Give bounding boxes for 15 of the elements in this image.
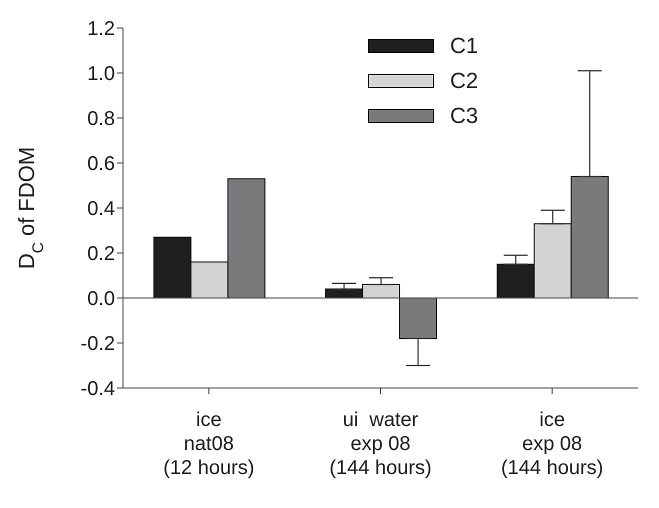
x-tick-label: ice exp 08 (144 hours) bbox=[501, 409, 604, 479]
y-tick-label: 0.8 bbox=[87, 108, 115, 130]
x-tick-label: ui water exp 08 (144 hours) bbox=[329, 409, 432, 479]
y-tick-label: 1.0 bbox=[87, 63, 115, 86]
y-tick-label: -0.2 bbox=[80, 333, 115, 356]
legend-label: C3 bbox=[450, 102, 478, 128]
y-tick-label: 0.0 bbox=[87, 288, 115, 310]
y-tick-label: 0.6 bbox=[87, 153, 115, 176]
y-tick-label: 0.2 bbox=[87, 243, 115, 266]
y-tick-label: 0.4 bbox=[87, 198, 115, 220]
y-tick-label: 1.2 bbox=[87, 18, 115, 40]
y-tick-label: -0.4 bbox=[80, 378, 115, 400]
x-tick-label: ice nat08 (12 hours) bbox=[163, 409, 254, 479]
legend-label: C2 bbox=[450, 68, 478, 94]
legend-label: C1 bbox=[450, 32, 478, 58]
